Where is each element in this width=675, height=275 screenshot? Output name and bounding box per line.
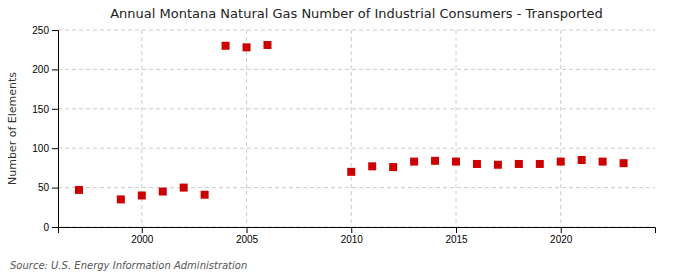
- point: [389, 163, 397, 171]
- grid-line: [246, 30, 247, 227]
- point: [410, 158, 418, 166]
- tick-label: 2005: [236, 234, 259, 245]
- tick: 2010: [341, 227, 364, 245]
- tick: 2015: [445, 227, 468, 245]
- tick-label: 250: [32, 25, 49, 36]
- y-axis-title: Number of Elements: [6, 72, 19, 185]
- tick-label: 2010: [341, 234, 364, 245]
- point: [431, 157, 439, 165]
- x-axis: 2000 2005 2010 2015 2020: [59, 227, 656, 245]
- tick: 2005: [236, 227, 259, 245]
- tick-mark: [52, 109, 58, 110]
- tick-mark: [142, 227, 143, 233]
- tick: 200: [32, 64, 58, 75]
- grid-line: [58, 30, 655, 31]
- point: [368, 162, 376, 170]
- tick-mark: [247, 227, 248, 233]
- point: [473, 160, 481, 168]
- tick-mark: [351, 227, 352, 233]
- tick-mark: [52, 227, 58, 228]
- point: [347, 168, 355, 176]
- tick: 2020: [550, 227, 573, 245]
- point: [222, 42, 230, 50]
- tick-mark: [52, 148, 58, 149]
- tick: 50: [38, 182, 58, 193]
- grid: [58, 30, 655, 227]
- grid-line: [456, 30, 457, 227]
- tick-mark: [52, 30, 58, 31]
- tick-label: 2000: [131, 234, 154, 245]
- tick-label: 100: [32, 143, 49, 154]
- point: [494, 161, 502, 169]
- point: [620, 159, 628, 167]
- point: [75, 186, 83, 194]
- point: [452, 158, 460, 166]
- tick-mark: [561, 227, 562, 233]
- tick-label: 200: [32, 64, 49, 75]
- point: [117, 195, 125, 203]
- tick-label: 150: [32, 104, 49, 115]
- point: [578, 156, 586, 164]
- grid-line: [560, 30, 561, 227]
- points: [75, 41, 628, 203]
- point: [201, 191, 209, 199]
- tick-label: 0: [43, 222, 49, 233]
- point: [557, 158, 565, 166]
- point: [263, 41, 271, 49]
- point: [599, 158, 607, 166]
- tick-mark: [52, 69, 58, 70]
- tick-label: 2015: [445, 234, 468, 245]
- chart: 2000 2005 2010 2015 2020 0 50 100 150 200 250 Annua…: [0, 0, 675, 275]
- point: [180, 184, 188, 192]
- tick: 250: [32, 25, 58, 36]
- title: Annual Montana Natural Gas Number of Ind…: [110, 6, 603, 21]
- grid-line: [58, 69, 655, 70]
- tick: 0: [43, 222, 58, 233]
- tick: 150: [32, 104, 58, 115]
- point: [159, 188, 167, 196]
- tick: 2000: [131, 227, 154, 245]
- point: [243, 43, 251, 51]
- axis-line: [52, 31, 59, 228]
- annotation: Source: U.S. Energy Information Administ…: [10, 260, 247, 271]
- tick-label: 2020: [550, 234, 573, 245]
- point: [138, 191, 146, 199]
- plot: 2000 2005 2010 2015 2020 0 50 100 150 200 250: [32, 25, 655, 245]
- axis-line: [59, 228, 656, 234]
- grid-line: [58, 148, 655, 149]
- grid-line: [351, 30, 352, 227]
- y-axis: 0 50 100 150 200 250: [32, 25, 58, 233]
- tick-mark: [52, 188, 58, 189]
- tick-mark: [456, 227, 457, 233]
- tick-label: 50: [38, 182, 50, 193]
- grid-line: [58, 108, 655, 109]
- tick: 100: [32, 143, 58, 154]
- point: [536, 160, 544, 168]
- point: [515, 160, 523, 168]
- grid-line: [58, 187, 655, 188]
